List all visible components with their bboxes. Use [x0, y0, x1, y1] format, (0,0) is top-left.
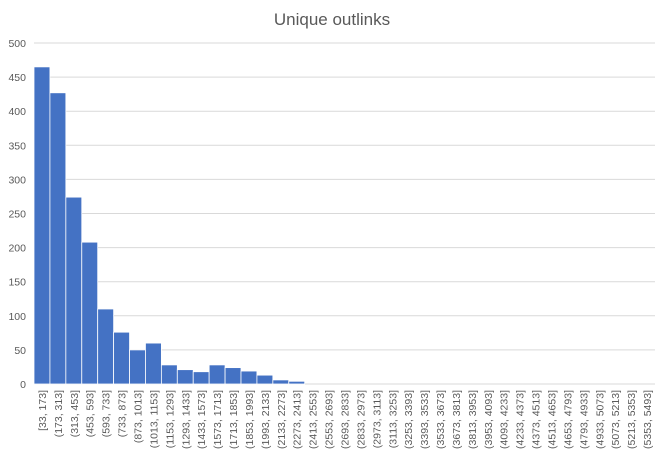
x-tick-label: (3113, 3253] [387, 390, 399, 448]
bar [145, 342, 162, 385]
bar [33, 66, 51, 385]
y-tick-label: 50 [14, 345, 26, 357]
bar [272, 379, 290, 385]
x-tick-label: (733, 873] [117, 390, 129, 437]
y-tick-label: 250 [8, 209, 26, 221]
x-tick-label: (1573, 1713] [212, 390, 224, 449]
bar [224, 367, 242, 385]
bar [208, 364, 226, 385]
bar [49, 92, 67, 385]
x-tick-label: (5353, 5493] [642, 390, 654, 449]
x-tick-label: (1013, 1153] [148, 390, 160, 448]
bar [240, 370, 258, 385]
x-tick-label: (3253, 3393] [403, 390, 415, 449]
y-tick-label: 0 [20, 379, 26, 391]
bar [160, 364, 178, 385]
bar [113, 331, 130, 385]
x-tick-label: (4093, 4233] [499, 390, 511, 449]
y-tick-label: 200 [8, 243, 26, 255]
x-tick-label: (1293, 1433] [180, 390, 192, 449]
x-tick-label: (2693, 2833] [340, 390, 352, 449]
x-tick-label: (1993, 2133] [260, 390, 272, 449]
x-tick-label: [33, 173] [37, 390, 49, 431]
bar [256, 374, 274, 385]
y-tick-label: 100 [8, 311, 26, 323]
x-tick-label: (2413, 2553] [308, 390, 320, 449]
y-tick-label: 450 [8, 72, 26, 84]
x-tick-label: (4373, 4513] [531, 390, 543, 449]
x-tick-label: (1433, 1573] [196, 390, 208, 449]
y-tick-label: 150 [8, 277, 26, 289]
x-tick-label: (4653, 4793] [562, 390, 574, 449]
bar [65, 196, 83, 385]
x-tick-label: (2273, 2413] [292, 390, 304, 449]
bar [288, 380, 306, 385]
x-tick-label: (313, 453] [69, 390, 81, 437]
x-tick-label: (3953, 4093] [483, 390, 495, 449]
x-tick-label: (593, 733] [101, 390, 113, 437]
bar [97, 308, 115, 385]
bar [81, 241, 99, 385]
x-tick-label: (1153, 1293] [164, 390, 176, 448]
x-tick-label: (173, 313] [53, 390, 65, 437]
x-tick-label: (2833, 2973] [355, 390, 367, 449]
y-tick-label: 400 [8, 106, 26, 118]
y-tick-label: 350 [8, 140, 26, 152]
x-tick-label: (453, 593] [85, 390, 97, 437]
bar [129, 349, 146, 385]
bar [192, 371, 210, 385]
x-tick-label: (1853, 1993] [244, 390, 256, 449]
x-tick-label: (873, 1013] [133, 390, 145, 443]
x-tick-label: (4513, 4653] [547, 390, 559, 449]
x-tick-label: (3673, 3813] [451, 390, 463, 449]
y-tick-label: 300 [8, 174, 26, 186]
y-tick-label: 500 [8, 38, 26, 50]
x-tick-label: (1713, 1853] [228, 390, 240, 449]
x-tick-label: (2133, 2273] [276, 390, 288, 449]
x-tick-label: (4933, 5073] [594, 390, 606, 449]
x-tick-label: (2973, 3113] [371, 390, 383, 448]
x-tick-label: (5213, 5353] [626, 390, 638, 449]
bar [176, 369, 194, 385]
x-tick-label: (3393, 3533] [419, 390, 431, 449]
x-tick-label: (4793, 4933] [578, 390, 590, 449]
chart-title: Unique outlinks [274, 10, 390, 29]
x-tick-label: (3813, 3953] [467, 390, 479, 449]
x-tick-label: (4233, 4373] [515, 390, 527, 449]
x-tick-label: (2553, 2693] [324, 390, 336, 449]
x-tick-label: (5073, 5213] [610, 390, 622, 449]
x-tick-label: (3533, 3673] [435, 390, 447, 449]
